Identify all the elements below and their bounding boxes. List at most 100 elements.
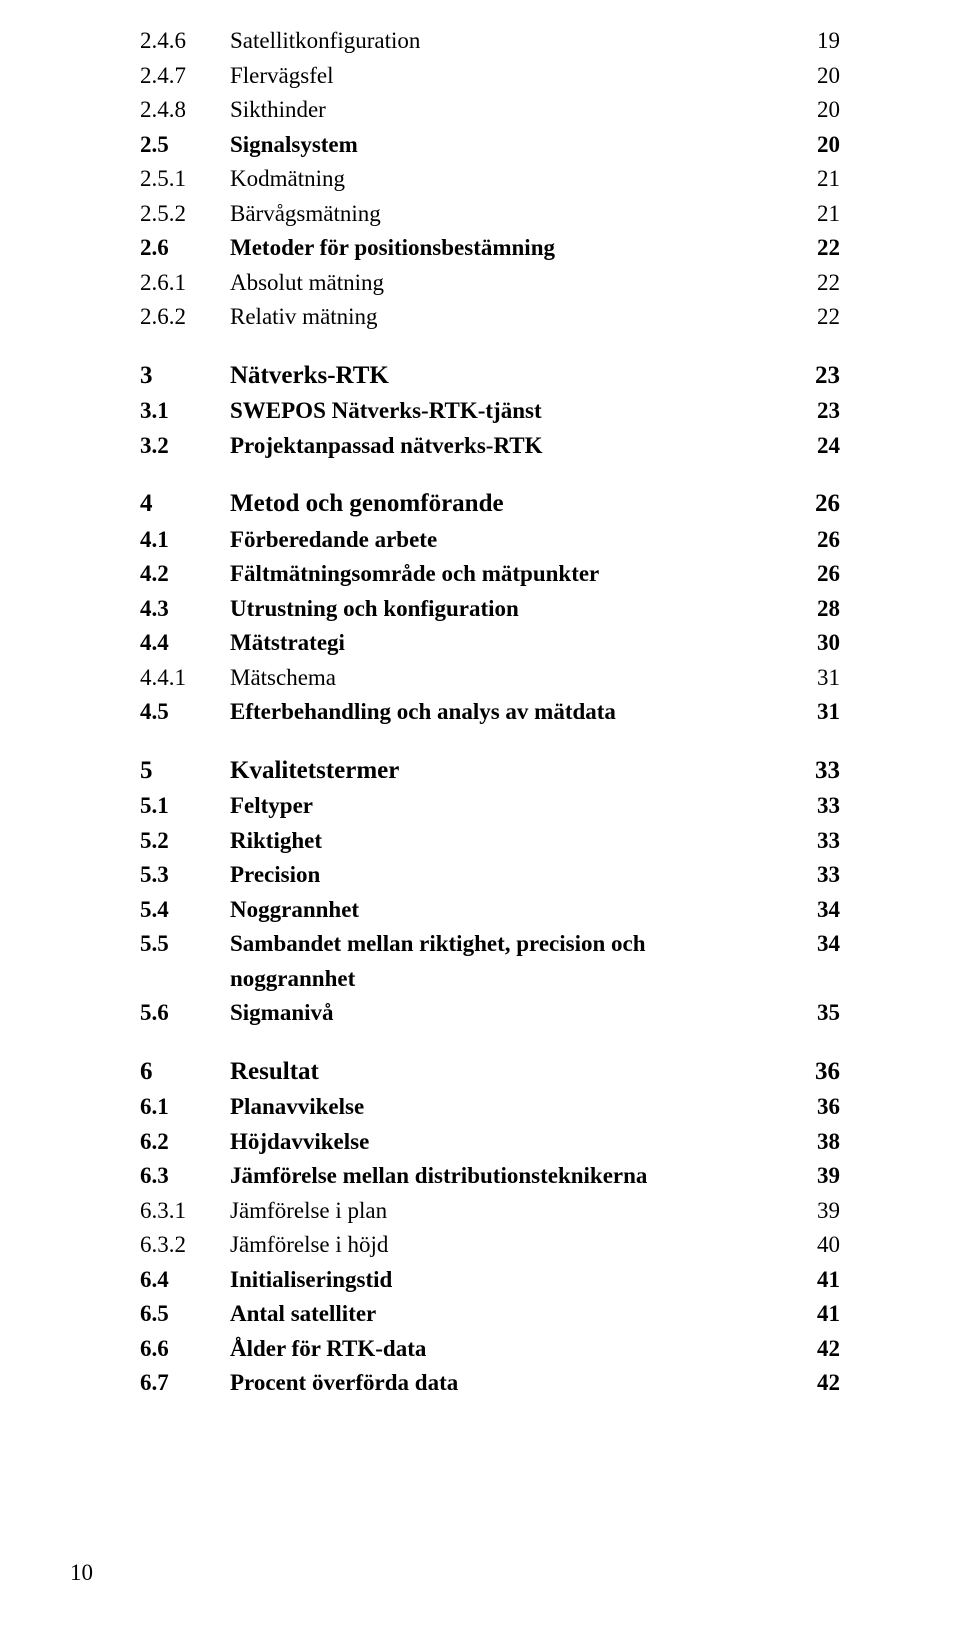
toc-page: 31 [792, 661, 840, 696]
toc-page: 36 [792, 1090, 840, 1125]
toc-title: Mätschema [230, 661, 792, 696]
toc-page: 33 [792, 752, 840, 790]
toc-row: 4.3Utrustning och konfiguration28 [140, 592, 840, 627]
toc-title: Noggrannhet [230, 893, 792, 928]
toc-page: 34 [792, 893, 840, 928]
toc-title: Riktighet [230, 824, 792, 859]
toc-page: 20 [792, 93, 840, 128]
toc-row: 5.3Precision33 [140, 858, 840, 893]
toc-number: 3.2 [140, 429, 230, 464]
toc-number: 2.6.2 [140, 300, 230, 335]
toc-title: Efterbehandling och analys av mätdata [230, 695, 792, 730]
toc-page: 36 [792, 1053, 840, 1091]
toc-page: 41 [792, 1263, 840, 1298]
toc-row: 5.5Sambandet mellan riktighet, precision… [140, 927, 840, 996]
toc-row: 2.6Metoder för positionsbestämning22 [140, 231, 840, 266]
toc-title: Utrustning och konfiguration [230, 592, 792, 627]
toc-page: 39 [792, 1159, 840, 1194]
toc-page: 20 [792, 128, 840, 163]
toc-title: Procent överförda data [230, 1366, 792, 1401]
toc-number: 3.1 [140, 394, 230, 429]
toc-number: 2.5.1 [140, 162, 230, 197]
toc-page: 28 [792, 592, 840, 627]
toc-title: Precision [230, 858, 792, 893]
toc-title: Signalsystem [230, 128, 792, 163]
toc-number: 5 [140, 752, 230, 790]
toc-title: Antal satelliter [230, 1297, 792, 1332]
toc-number: 6.1 [140, 1090, 230, 1125]
toc-title: Resultat [230, 1053, 792, 1091]
toc-title: Kvalitetstermer [230, 752, 792, 790]
toc-page: 34 [792, 927, 840, 962]
toc-row: 3Nätverks-RTK23 [140, 357, 840, 395]
toc-number: 2.4.7 [140, 59, 230, 94]
toc-number: 4.4 [140, 626, 230, 661]
toc-title: Satellitkonfiguration [230, 24, 792, 59]
toc-row: 3.2Projektanpassad nätverks-RTK24 [140, 429, 840, 464]
toc-page: 26 [792, 523, 840, 558]
toc-page: 23 [792, 357, 840, 395]
toc-row: 2.4.6Satellitkonfiguration19 [140, 24, 840, 59]
toc-row: 2.6.1Absolut mätning22 [140, 266, 840, 301]
toc-title: Sikthinder [230, 93, 792, 128]
toc-number: 4.3 [140, 592, 230, 627]
toc-row: 6.6Ålder för RTK-data42 [140, 1332, 840, 1367]
toc-number: 2.6.1 [140, 266, 230, 301]
toc-page: 21 [792, 162, 840, 197]
toc-number: 4.4.1 [140, 661, 230, 696]
toc-page: 22 [792, 300, 840, 335]
toc-row: 2.6.2Relativ mätning22 [140, 300, 840, 335]
toc-number: 6 [140, 1053, 230, 1091]
toc-title: Mätstrategi [230, 626, 792, 661]
toc-title: Förberedande arbete [230, 523, 792, 558]
toc-number: 6.5 [140, 1297, 230, 1332]
toc-title: Planavvikelse [230, 1090, 792, 1125]
toc-title: Metoder för positionsbestämning [230, 231, 792, 266]
toc-page: 26 [792, 557, 840, 592]
toc-title: Initialiseringstid [230, 1263, 792, 1298]
toc-page: 19 [792, 24, 840, 59]
toc-number: 6.6 [140, 1332, 230, 1367]
toc-page: 31 [792, 695, 840, 730]
toc-title: Nätverks-RTK [230, 357, 792, 395]
toc-page: 26 [792, 485, 840, 523]
toc-title: Projektanpassad nätverks-RTK [230, 429, 792, 464]
toc-title: Relativ mätning [230, 300, 792, 335]
toc-container: 2.4.6Satellitkonfiguration192.4.7Flerväg… [0, 0, 960, 1401]
toc-row: 4Metod och genomförande26 [140, 485, 840, 523]
toc-title: Sigmanivå [230, 996, 792, 1031]
toc-number: 4.1 [140, 523, 230, 558]
toc-row: 5Kvalitetstermer33 [140, 752, 840, 790]
toc-number: 2.6 [140, 231, 230, 266]
toc-number: 3 [140, 357, 230, 395]
toc-number: 5.1 [140, 789, 230, 824]
toc-number: 6.2 [140, 1125, 230, 1160]
toc-page: 33 [792, 824, 840, 859]
toc-page: 21 [792, 197, 840, 232]
toc-row: 6.4Initialiseringstid41 [140, 1263, 840, 1298]
toc-title: Kodmätning [230, 162, 792, 197]
toc-row: 2.4.8Sikthinder20 [140, 93, 840, 128]
toc-row: 6.3.1Jämförelse i plan39 [140, 1194, 840, 1229]
toc-page: 23 [792, 394, 840, 429]
toc-title: Höjdavvikelse [230, 1125, 792, 1160]
toc-number: 2.4.8 [140, 93, 230, 128]
toc-row: 5.1Feltyper33 [140, 789, 840, 824]
toc-row: 6.1Planavvikelse36 [140, 1090, 840, 1125]
toc-number: 5.3 [140, 858, 230, 893]
toc-title: Flervägsfel [230, 59, 792, 94]
toc-row: 3.1SWEPOS Nätverks-RTK-tjänst23 [140, 394, 840, 429]
page-number: 10 [70, 1560, 93, 1586]
toc-row: 4.2Fältmätningsområde och mätpunkter26 [140, 557, 840, 592]
toc-page: 42 [792, 1332, 840, 1367]
toc-number: 5.5 [140, 927, 230, 962]
toc-row: 6.2Höjdavvikelse38 [140, 1125, 840, 1160]
toc-row: 6.3Jämförelse mellan distributionsteknik… [140, 1159, 840, 1194]
toc-number: 4 [140, 485, 230, 523]
toc-row: 4.4.1Mätschema31 [140, 661, 840, 696]
toc-page: 24 [792, 429, 840, 464]
toc-page: 33 [792, 858, 840, 893]
toc-row: 6.3.2Jämförelse i höjd40 [140, 1228, 840, 1263]
toc-number: 2.4.6 [140, 24, 230, 59]
toc-title: Ålder för RTK-data [230, 1332, 792, 1367]
